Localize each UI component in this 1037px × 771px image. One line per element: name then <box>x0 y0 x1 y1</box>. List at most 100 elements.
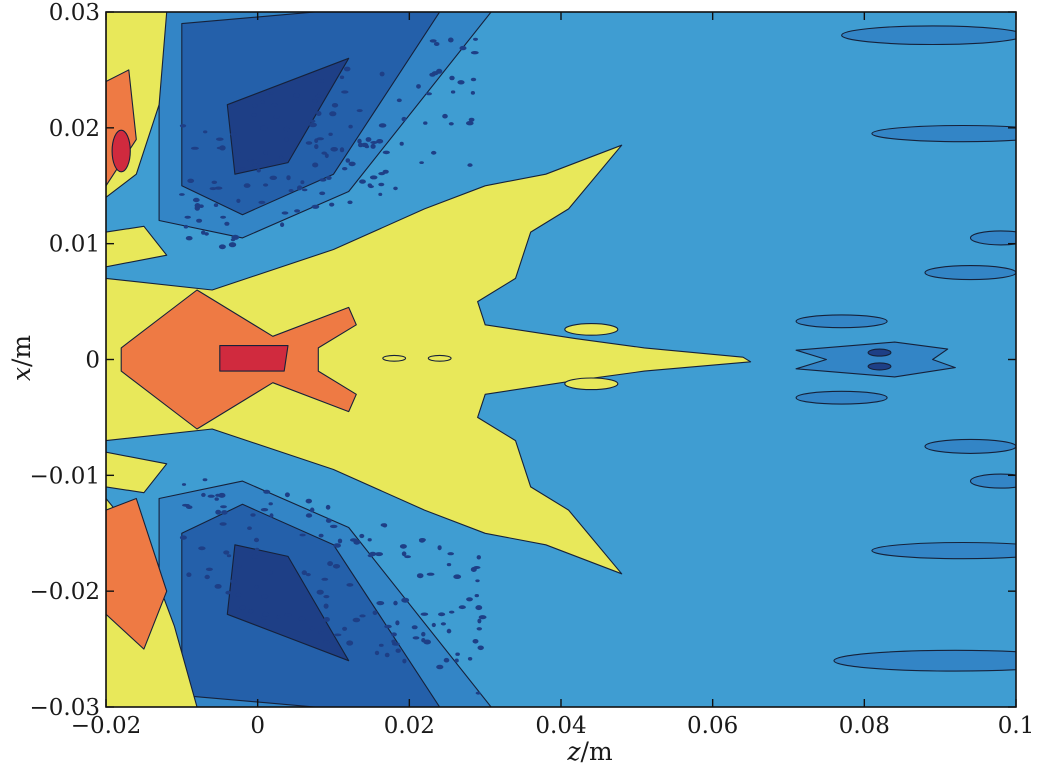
contour-detail-dot <box>393 600 398 606</box>
contour-detail-dot <box>476 555 481 560</box>
contour-detail-dot <box>416 84 421 89</box>
contour-detail-dot <box>248 609 254 614</box>
contour-level-3-side-lobe <box>871 124 1016 143</box>
contour-detail-dot <box>348 161 356 167</box>
contour-level-1-central-dot <box>867 362 892 371</box>
contour-detail-dot <box>261 594 269 599</box>
contour-detail-dot <box>346 640 354 646</box>
contour-detail-dot <box>391 639 396 644</box>
contour-detail-dot <box>235 149 241 155</box>
contour-detail-dot <box>364 145 370 149</box>
contour-detail-dot <box>305 141 313 145</box>
y-tick-label: 0 <box>85 348 100 374</box>
contour-level-3-side-lobe <box>924 438 1016 454</box>
contour-detail-dot <box>474 594 479 598</box>
contour-level-3-central-lobe <box>795 341 956 378</box>
contour-detail-dot <box>184 215 191 219</box>
contour-detail-dot <box>312 162 319 168</box>
contour-detail-dot <box>223 550 230 555</box>
contour-detail-dot <box>230 238 236 242</box>
contour-detail-dot <box>196 218 203 223</box>
contour-detail-dot <box>247 159 254 162</box>
y-tick-label: 0.02 <box>49 116 100 142</box>
contour-detail-dot <box>225 590 232 595</box>
x-tick-label: −0.02 <box>71 713 141 739</box>
contour-detail-dot <box>213 203 219 208</box>
contour-detail-dot <box>450 90 456 94</box>
contour-detail-dot <box>263 183 269 187</box>
contour-level-3-side-lobe <box>841 25 1016 46</box>
contour-level-1-lobe-lower <box>226 544 350 662</box>
contour-detail-dot <box>347 200 353 205</box>
contour-detail-dot <box>470 77 477 82</box>
contour-detail-dot <box>416 573 424 579</box>
contour-detail-dot <box>230 106 237 110</box>
contour-level-3-side-lobe <box>795 390 888 405</box>
contour-detail-dot <box>401 551 407 557</box>
contour-detail-dot <box>378 123 387 128</box>
contour-detail-dot <box>284 613 292 617</box>
contour-detail-dot <box>447 552 455 556</box>
contour-detail-dot <box>235 592 242 597</box>
contour-detail-dot <box>367 538 372 542</box>
contour-detail-dot <box>380 523 387 527</box>
contour-detail-dot <box>258 200 266 204</box>
contour-detail-dot <box>288 189 294 193</box>
contour-detail-dot <box>185 504 191 508</box>
contour-detail-dot <box>330 147 339 152</box>
x-axis: −0.02 0 0.02 0.04 0.06 0.08 0.1 <box>71 12 1035 739</box>
contour-detail-dot <box>224 221 230 226</box>
contour-detail-dot <box>268 502 273 506</box>
contour-detail-dot <box>331 103 339 108</box>
contour-detail-dot <box>376 601 385 606</box>
contour-detail-dot <box>219 145 226 151</box>
contour-detail-dot <box>426 572 435 576</box>
contour-detail-dot <box>247 526 252 530</box>
contour-detail-dot <box>372 610 378 616</box>
contour-detail-dot <box>218 244 226 250</box>
contour-detail-dot <box>337 538 343 544</box>
contour-detail-dot <box>321 577 329 581</box>
x-tick-label: 0.04 <box>535 713 586 739</box>
contour-detail-dot <box>473 37 478 41</box>
contour-detail-dot <box>467 657 473 661</box>
contour-detail-dot <box>179 124 187 128</box>
contour-detail-dot <box>323 603 329 609</box>
contour-detail-dot <box>376 139 384 144</box>
contour-detail-dot <box>332 564 341 569</box>
contour-level-3-side-lobe <box>969 473 1016 489</box>
contour-detail-dot <box>309 122 317 128</box>
contour-detail-dot <box>198 546 206 551</box>
contour-detail-dot <box>316 589 324 595</box>
x-tick-label: 0.1 <box>998 713 1035 739</box>
contour-detail-dot <box>436 664 444 670</box>
contour-level-7-center <box>219 345 289 372</box>
contour-detail-dot <box>260 100 265 104</box>
contour-detail-dot <box>378 182 385 187</box>
contour-detail-dot <box>194 205 200 211</box>
contour-detail-dot <box>269 513 274 518</box>
contour-detail-dot <box>305 573 311 577</box>
contour-detail-dot <box>243 183 251 188</box>
contour-detail-dot <box>185 236 193 241</box>
contour-detail-dot <box>192 197 200 203</box>
contour-detail-dot <box>470 51 479 55</box>
contour-detail-dot <box>299 533 306 537</box>
contour-detail-dot <box>420 612 429 616</box>
contour-detail-dot <box>216 137 224 141</box>
contour-detail-dot <box>365 137 372 142</box>
contour-detail-dot <box>280 222 285 227</box>
contour-detail-dot <box>425 92 432 96</box>
contour-detail-dot <box>412 636 420 640</box>
contour-detail-dot <box>378 643 384 647</box>
y-axis-label: x/m <box>7 335 36 382</box>
contour-detail-dot <box>342 626 348 631</box>
contour-detail-dot <box>348 124 353 129</box>
contour-detail-dot <box>239 605 246 610</box>
contour-detail-dot <box>475 579 480 583</box>
contour-detail-dot <box>323 617 330 622</box>
contour-detail-dot <box>263 489 271 494</box>
contour-detail-dot <box>396 98 402 103</box>
contour-detail-dot <box>401 116 407 122</box>
